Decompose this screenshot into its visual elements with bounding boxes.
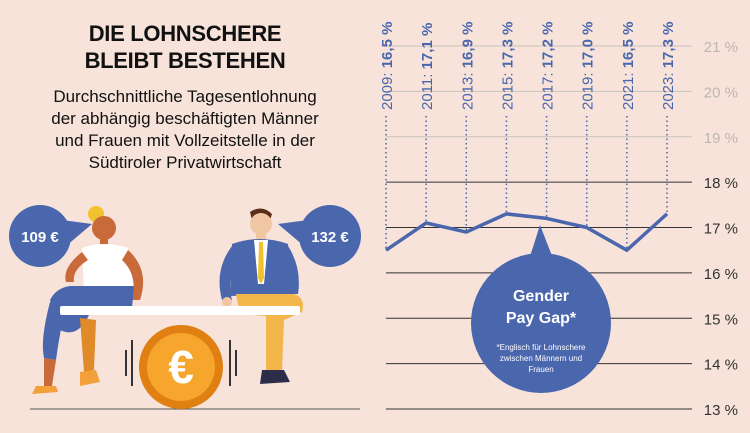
y-tick-label: 18 % bbox=[704, 175, 738, 192]
women-wage-label: 109 € bbox=[21, 229, 59, 246]
euro-coin-icon: € bbox=[125, 325, 237, 409]
series-line bbox=[385, 212, 669, 252]
footnote-line: zwischen Männern und bbox=[500, 354, 582, 363]
subtitle-line: der abhängig beschäftigten Männer bbox=[51, 109, 319, 128]
point-label: 2009: 16,5 % bbox=[379, 22, 396, 110]
y-tick-label: 13 % bbox=[704, 402, 738, 419]
y-tick-label: 14 % bbox=[704, 357, 738, 374]
point-label: 2013: 16,9 % bbox=[459, 22, 476, 110]
infographic-title: DIE LOHNSCHERE BLEIBT BESTEHEN bbox=[40, 20, 330, 74]
footnote-line: Frauen bbox=[528, 365, 553, 374]
y-tick-label: 17 % bbox=[704, 221, 738, 238]
y-tick-label: 19 % bbox=[704, 130, 738, 147]
infographic-subtitle: Durchschnittliche Tagesentlohnung der ab… bbox=[20, 86, 350, 174]
woman-figure-icon bbox=[32, 206, 144, 394]
title-line-1: DIE LOHNSCHERE bbox=[88, 21, 282, 46]
y-axis-ticks: 13 % 14 % 15 % 16 % 17 % 18 % 19 % 20 % 21 % bbox=[704, 39, 738, 419]
point-label: 2015: 17,3 % bbox=[499, 22, 516, 110]
point-label: 2011: 17,1 % bbox=[419, 23, 436, 110]
bubble-line-2: Pay Gap* bbox=[506, 310, 577, 327]
point-label: 2017: 17,2 % bbox=[540, 22, 557, 110]
footnote-line: *Englisch für Lohnschere bbox=[497, 343, 586, 352]
coin-symbol: € bbox=[168, 341, 194, 393]
title-line-2: BLEIBT BESTEHEN bbox=[84, 48, 286, 73]
point-label: 2019: 17,0 % bbox=[580, 22, 597, 110]
y-tick-label: 16 % bbox=[704, 266, 738, 283]
point-label: 2023: 17,3 % bbox=[660, 22, 677, 110]
subtitle-line: Südtiroler Privatwirtschaft bbox=[88, 153, 282, 172]
seesaw-plank bbox=[60, 306, 300, 315]
point-labels: 2009: 16,5 % 2011: 17,1 % 2013: 16,9 % 2015… bbox=[379, 22, 677, 110]
point-guides bbox=[385, 116, 668, 251]
subtitle-line: und Frauen mit Vollzeitstelle in der bbox=[55, 131, 315, 150]
y-tick-label: 21 % bbox=[704, 39, 738, 56]
gender-pay-gap-bubble: Gender Pay Gap* *Englisch für Lohnschere… bbox=[471, 225, 611, 393]
subtitle-line: Durchschnittliche Tagesentlohnung bbox=[53, 87, 317, 106]
y-tick-label: 15 % bbox=[704, 311, 738, 328]
point-label: 2021: 16,5 % bbox=[620, 22, 637, 110]
men-wage-bubble: 132 € bbox=[278, 205, 361, 267]
women-wage-bubble: 109 € bbox=[9, 205, 92, 267]
y-tick-label: 20 % bbox=[704, 84, 738, 101]
bubble-line-1: Gender bbox=[513, 288, 569, 305]
seesaw-illustration: 109 € 132 € bbox=[9, 205, 361, 410]
men-wage-label: 132 € bbox=[311, 229, 349, 246]
